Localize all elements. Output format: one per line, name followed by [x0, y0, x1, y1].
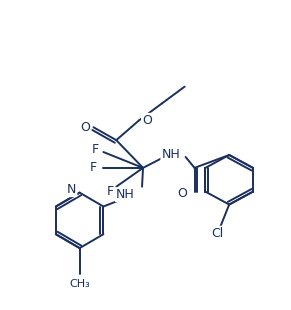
Text: F: F [92, 143, 99, 156]
Text: N: N [67, 183, 77, 196]
Text: F: F [90, 162, 97, 175]
Text: CH₃: CH₃ [69, 279, 90, 289]
Text: F: F [107, 185, 114, 198]
Text: O: O [81, 121, 91, 134]
Text: Cl: Cl [211, 227, 223, 240]
Text: O: O [142, 114, 152, 127]
Text: NH: NH [116, 188, 134, 201]
Text: O: O [178, 187, 188, 200]
Text: NH: NH [162, 148, 180, 161]
